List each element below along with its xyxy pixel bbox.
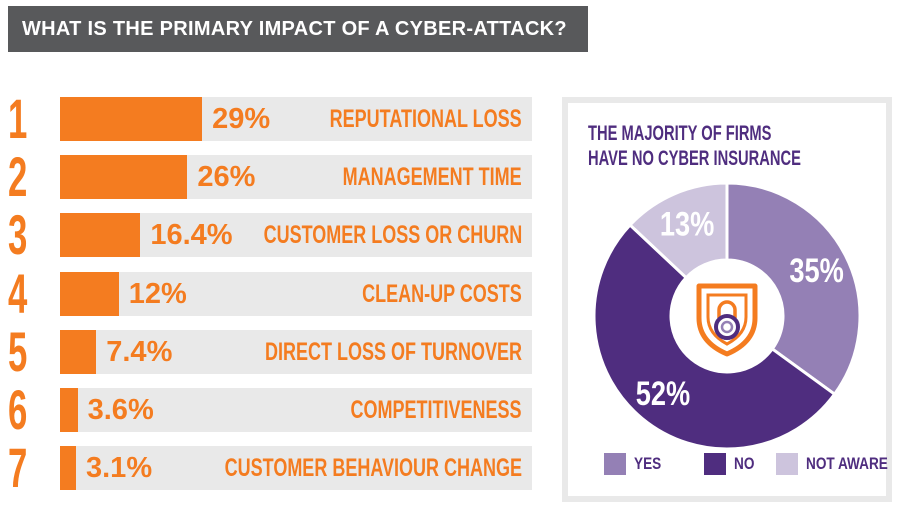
insurance-card: THE MAJORITY OF FIRMS HAVE NO CYBER INSU… xyxy=(562,97,892,502)
rank-number: 5 xyxy=(8,319,28,383)
page-title-bar: WHAT IS THE PRIMARY IMPACT OF A CYBER-AT… xyxy=(8,6,588,52)
legend-swatch xyxy=(604,453,626,475)
impact-category-label: COMPETITIVENESS xyxy=(350,396,522,424)
legend-label: NOT AWARE xyxy=(806,454,888,473)
bar-track: 3.1% CUSTOMER BEHAVIOUR CHANGE xyxy=(60,446,532,491)
impact-row: 1 29% REPUTATIONAL LOSS xyxy=(0,89,540,149)
bar-track: 3.6% COMPETITIVENESS xyxy=(60,388,532,432)
impact-bar xyxy=(60,446,76,491)
insurance-title-line-1: THE MAJORITY OF FIRMS xyxy=(588,122,772,145)
impact-value-label: 26% xyxy=(197,161,256,194)
impact-row: 2 26% MANAGEMENT TIME xyxy=(0,147,540,207)
impact-category-label: DIRECT LOSS OF TURNOVER xyxy=(264,337,522,366)
donut-slice-yes xyxy=(725,181,862,397)
impact-bar xyxy=(60,329,97,374)
impact-category-label: CUSTOMER BEHAVIOUR CHANGE xyxy=(224,454,522,483)
donut-value-label: 13% xyxy=(660,204,714,243)
insurance-donut-chart: 35% 52% 13% xyxy=(592,181,862,451)
legend-swatch xyxy=(776,453,798,475)
bar-track: 26% MANAGEMENT TIME xyxy=(60,155,532,200)
legend-label: YES xyxy=(634,454,662,473)
impact-value-label: 3.6% xyxy=(87,394,154,426)
impact-value-label: 3.1% xyxy=(86,452,153,485)
insurance-legend: YES NO NOT AWARE xyxy=(594,453,888,483)
legend-item: NO xyxy=(704,453,760,475)
impact-bar xyxy=(60,97,203,141)
rank-number: 6 xyxy=(8,378,28,441)
impact-category-label: CLEAN-UP COSTS xyxy=(362,279,522,308)
impact-bar xyxy=(60,213,141,258)
bar-track: 29% REPUTATIONAL LOSS xyxy=(60,97,532,141)
insurance-title-line-2: HAVE NO CYBER INSURANCE xyxy=(588,147,801,170)
legend-swatch xyxy=(704,453,726,475)
rank-number: 7 xyxy=(8,436,28,500)
impact-bar xyxy=(60,271,119,316)
impact-value-label: 29% xyxy=(212,103,271,135)
impact-bar xyxy=(60,155,188,200)
legend-label: NO xyxy=(734,454,755,473)
impact-value-label: 16.4% xyxy=(150,219,233,252)
donut-value-label: 52% xyxy=(636,374,690,413)
shield-lock-icon xyxy=(696,283,758,357)
impact-category-label: CUSTOMER LOSS OR CHURN xyxy=(263,221,522,250)
legend-item: YES xyxy=(604,453,668,475)
impact-row: 5 7.4% DIRECT LOSS OF TURNOVER xyxy=(0,321,540,381)
impact-category-label: MANAGEMENT TIME xyxy=(343,163,522,192)
impact-row: 7 3.1% CUSTOMER BEHAVIOUR CHANGE xyxy=(0,438,540,498)
bar-track: 7.4% DIRECT LOSS OF TURNOVER xyxy=(60,329,532,374)
rank-number: 3 xyxy=(8,203,28,267)
impact-row: 3 16.4% CUSTOMER LOSS OR CHURN xyxy=(0,205,540,265)
donut-slice-no xyxy=(592,222,837,451)
bar-track: 12% CLEAN-UP COSTS xyxy=(60,271,532,316)
donut-slice-not-aware xyxy=(627,181,729,280)
rank-number: 2 xyxy=(8,145,28,209)
legend-item: NOT AWARE xyxy=(776,453,900,475)
impact-row: 6 3.6% COMPETITIVENESS xyxy=(0,380,540,440)
rank-number: 1 xyxy=(8,87,28,150)
impact-bar xyxy=(60,388,78,432)
impact-row: 4 12% CLEAN-UP COSTS xyxy=(0,263,540,323)
insurance-card-title: THE MAJORITY OF FIRMS HAVE NO CYBER INSU… xyxy=(588,121,801,171)
rank-number: 4 xyxy=(8,261,28,325)
impact-value-label: 12% xyxy=(128,277,187,310)
impact-value-label: 7.4% xyxy=(106,335,173,368)
bar-track: 16.4% CUSTOMER LOSS OR CHURN xyxy=(60,213,532,258)
impact-category-label: REPUTATIONAL LOSS xyxy=(329,105,522,133)
donut-value-label: 35% xyxy=(789,251,843,290)
page-title: WHAT IS THE PRIMARY IMPACT OF A CYBER-AT… xyxy=(22,17,567,40)
